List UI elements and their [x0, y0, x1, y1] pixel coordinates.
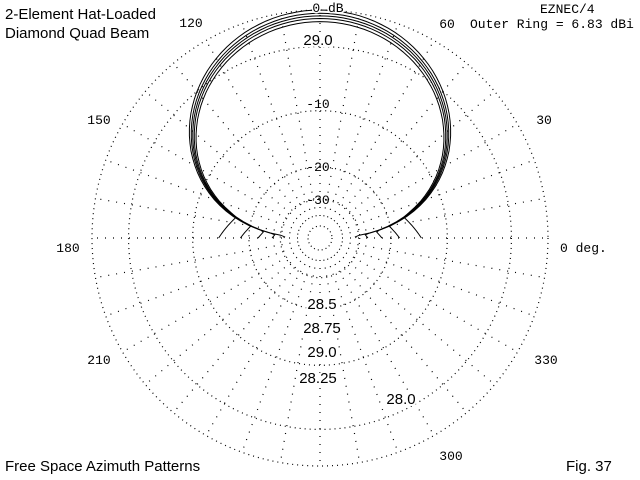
- radial-label: -30: [306, 193, 329, 208]
- angle-label: 60: [439, 17, 455, 32]
- grid-ring: [248, 166, 392, 310]
- polar-grid: [91, 9, 549, 467]
- grid-ring: [307, 225, 333, 251]
- grid-spoke: [340, 159, 535, 232]
- grid-spoke: [336, 90, 496, 225]
- angle-label: 30: [536, 113, 552, 128]
- grid-spoke: [95, 197, 299, 235]
- pattern-curve-28-75: [190, 12, 450, 239]
- radial-label: -20: [306, 160, 329, 175]
- pattern-curve-29-0: [188, 9, 452, 239]
- pattern-curve-28-25: [193, 17, 447, 239]
- series-label: 28.75: [303, 320, 341, 337]
- pattern-curve-28-0: [195, 21, 445, 239]
- grid-spoke: [122, 123, 302, 228]
- pattern-curve-28-5: [192, 15, 448, 239]
- series-label: 28.25: [299, 370, 337, 387]
- grid-spoke: [144, 90, 304, 225]
- series-label: 29.0: [303, 32, 332, 49]
- grid-spoke: [338, 123, 518, 228]
- grid-spoke: [341, 241, 545, 279]
- grid-ring: [192, 110, 448, 366]
- angle-label: 210: [87, 353, 110, 368]
- angle-label: 0 deg.: [560, 241, 607, 256]
- grid-spoke: [172, 254, 307, 414]
- grid-ring: [127, 45, 513, 431]
- pattern-curves: [188, 9, 452, 239]
- series-label: 28.0: [386, 391, 415, 408]
- grid-ring: [279, 197, 361, 279]
- grid-spoke: [338, 248, 518, 353]
- chart-title-line-2: Diamond Quad Beam: [5, 25, 150, 42]
- series-label: 28.5: [307, 296, 336, 313]
- outer-ring-value: Outer Ring = 6.83 dBi: [470, 17, 634, 32]
- angle-label: 330: [534, 353, 557, 368]
- grid-ring: [91, 9, 549, 467]
- grid-spoke: [326, 258, 399, 453]
- radial-label: 0 dB: [312, 1, 343, 16]
- grid-spoke: [122, 248, 302, 353]
- grid-spoke: [205, 256, 310, 436]
- angle-label: 300: [439, 449, 462, 464]
- series-label: 29.0: [307, 344, 336, 361]
- grid-spoke: [333, 254, 468, 414]
- grid-spoke: [326, 23, 399, 218]
- chart-subtitle: Free Space Azimuth Patterns: [5, 458, 201, 475]
- grid-spoke: [105, 159, 300, 232]
- grid-spoke: [105, 244, 300, 317]
- grid-spoke: [336, 251, 496, 386]
- grid-spoke: [241, 23, 314, 218]
- grid-spoke: [241, 258, 314, 453]
- angle-label: 150: [87, 113, 110, 128]
- radial-label: -10: [306, 97, 329, 112]
- chart-title-line-1: 2-Element Hat-Loaded: [5, 6, 156, 23]
- grid-spoke: [144, 251, 304, 386]
- grid-spoke: [330, 256, 435, 436]
- grid-spoke: [279, 259, 317, 463]
- figure-number: Fig. 37: [566, 458, 612, 475]
- chart-labels: 0 deg. 30 60 120 150 180 210 300 330 0 dB -10 -20 -3…: [56, 0, 607, 464]
- angle-label: 120: [179, 16, 202, 31]
- program-name: EZNEC/4: [540, 2, 595, 17]
- angle-label: 180: [56, 241, 79, 256]
- grid-spoke: [340, 244, 535, 317]
